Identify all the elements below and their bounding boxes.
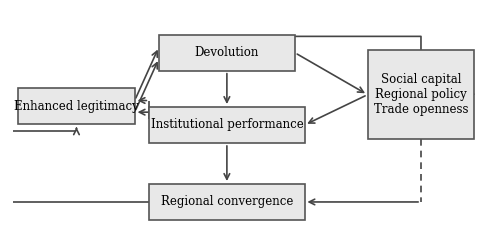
FancyBboxPatch shape xyxy=(159,35,295,71)
Text: Institutional performance: Institutional performance xyxy=(150,118,304,131)
Text: Enhanced legitimacy: Enhanced legitimacy xyxy=(14,100,139,113)
Text: Social capital
Regional policy
Trade openness: Social capital Regional policy Trade ope… xyxy=(374,73,468,116)
FancyBboxPatch shape xyxy=(368,50,474,139)
FancyBboxPatch shape xyxy=(150,107,304,143)
Text: Regional convergence: Regional convergence xyxy=(160,195,293,208)
FancyBboxPatch shape xyxy=(150,184,304,220)
FancyBboxPatch shape xyxy=(18,88,134,124)
Text: Devolution: Devolution xyxy=(194,46,259,59)
